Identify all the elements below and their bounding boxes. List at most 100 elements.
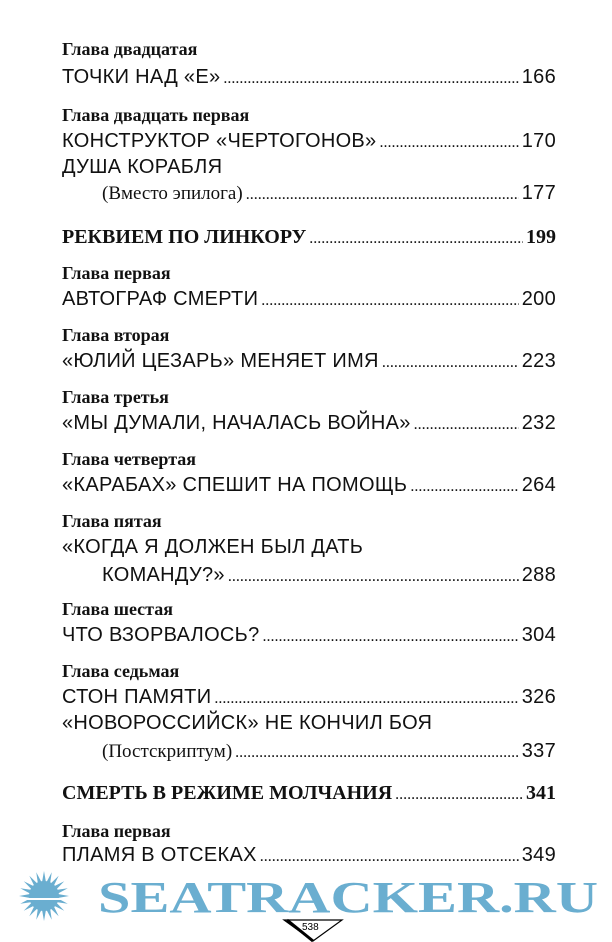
page-number-ref: 304 bbox=[521, 624, 556, 646]
chapter-label: Глава первая bbox=[62, 818, 556, 844]
toc-entry: «КАРАБАХ» СПЕШИТ НА ПОМОЩЬ 264 bbox=[62, 472, 556, 498]
entry-title: (Вместо эпилога) bbox=[102, 183, 243, 204]
entry-title: ПЛАМЯ В ОТСЕКАХ bbox=[62, 844, 257, 866]
chapter-label: Глава пятая bbox=[62, 508, 556, 534]
toc-entry: ЧТО ВЗОРВАЛОСЬ? 304 bbox=[62, 622, 556, 648]
entry-title: КОМАНДУ?» bbox=[102, 564, 225, 586]
toc-entry: «ЮЛИЙ ЦЕЗАРЬ» МЕНЯЕТ ИМЯ 223 bbox=[62, 348, 556, 374]
page-number-ref: 200 bbox=[521, 288, 556, 310]
dot-leader bbox=[382, 350, 519, 376]
entry-title: Глава первая bbox=[62, 263, 171, 283]
sun-ray bbox=[23, 881, 34, 890]
toc-entry: АВТОГРАФ СМЕРТИ 200 bbox=[62, 286, 556, 312]
page-number-ref: 232 bbox=[521, 412, 556, 434]
chapter-label: Глава третья bbox=[62, 384, 556, 410]
entry-title: Глава двадцатая bbox=[62, 39, 198, 59]
entry-title: Глава первая bbox=[62, 821, 171, 841]
sun-ray bbox=[29, 875, 38, 886]
sun-ray bbox=[54, 881, 65, 890]
page-number: 538 bbox=[302, 922, 319, 933]
sun-ray bbox=[36, 872, 42, 884]
sun-ray bbox=[57, 894, 69, 898]
dot-leader bbox=[260, 844, 519, 870]
sun-ray bbox=[50, 875, 59, 886]
dot-leader bbox=[228, 564, 519, 590]
part-title: СМЕРТЬ В РЕЖИМЕ МОЛЧАНИЯ 341 bbox=[62, 780, 556, 806]
entry-title: Глава третья bbox=[62, 387, 169, 407]
entry-title: Глава четвертая bbox=[62, 449, 197, 469]
page-number-ref: 264 bbox=[521, 474, 556, 496]
entry-title: «НОВОРОССИЙСК» НЕ КОНЧИЛ БОЯ bbox=[62, 712, 433, 734]
entry-title: ДУША КОРАБЛЯ bbox=[62, 156, 223, 178]
entry-title: Глава шестая bbox=[62, 599, 173, 619]
sun-ray bbox=[46, 872, 52, 884]
page-number-ref: 337 bbox=[521, 740, 556, 762]
toc-entry: (Постскриптум) 337 bbox=[102, 738, 556, 764]
dot-leader bbox=[261, 288, 518, 314]
sun-ray bbox=[42, 909, 46, 921]
dot-leader bbox=[414, 412, 519, 438]
toc-entry: (Вместо эпилога) 177 bbox=[102, 180, 556, 206]
entry-title: КОНСТРУКТОР «ЧЕРТОГОНОВ» bbox=[62, 130, 377, 152]
entry-title: СТОН ПАМЯТИ bbox=[62, 686, 212, 708]
dot-leader bbox=[263, 624, 519, 650]
entry-title: «ЮЛИЙ ЦЕЗАРЬ» МЕНЯЕТ ИМЯ bbox=[62, 350, 379, 372]
chapter-label: Глава вторая bbox=[62, 322, 556, 348]
sun-ray bbox=[36, 908, 42, 920]
dot-leader bbox=[214, 686, 518, 712]
sun-ray bbox=[29, 906, 38, 917]
dot-leader bbox=[246, 182, 519, 208]
entry-title: Глава седьмая bbox=[62, 661, 180, 681]
page-number-ref: 170 bbox=[521, 130, 556, 152]
sun-ray bbox=[54, 902, 65, 911]
toc-entry: «МЫ ДУМАЛИ, НАЧАЛАСЬ ВОЙНА» 232 bbox=[62, 410, 556, 436]
dot-leader bbox=[235, 740, 519, 766]
sun-ray bbox=[56, 888, 68, 894]
toc-entry: ТОЧКИ НАД «Е» 166 bbox=[62, 64, 556, 90]
entry-title: «КОГДА Я ДОЛЖЕН БЫЛ ДАТЬ bbox=[62, 536, 364, 558]
entry-title: «МЫ ДУМАЛИ, НАЧАЛАСЬ ВОЙНА» bbox=[62, 412, 411, 434]
sun-ray bbox=[50, 906, 59, 917]
toc-entry: ДУША КОРАБЛЯ bbox=[62, 154, 556, 180]
toc-entry: КОНСТРУКТОР «ЧЕРТОГОНОВ» 170 bbox=[62, 128, 556, 154]
page-number-ref: 166 bbox=[521, 66, 556, 88]
entry-title: «КАРАБАХ» СПЕШИТ НА ПОМОЩЬ bbox=[62, 474, 408, 496]
sun-ray bbox=[23, 902, 34, 911]
page-number-ref: 223 bbox=[521, 350, 556, 372]
page-number-ref: 199 bbox=[526, 226, 556, 248]
dot-leader bbox=[309, 226, 523, 252]
chapter-label: Глава двадцать первая bbox=[62, 102, 556, 128]
watermark: SEATRACKER.RU 538 bbox=[0, 871, 598, 942]
sun-ray bbox=[20, 888, 32, 894]
entry-title: ЧТО ВЗОРВАЛОСЬ? bbox=[62, 624, 260, 646]
chapter-label: Глава седьмая bbox=[62, 658, 556, 684]
page-number-ref: 341 bbox=[526, 782, 556, 804]
page-number-ref: 177 bbox=[521, 182, 556, 204]
chapter-label: Глава двадцатая bbox=[62, 36, 556, 62]
watermark-text: SEATRACKER.RU bbox=[98, 873, 598, 922]
dot-leader bbox=[395, 782, 523, 808]
toc-entry: СТОН ПАМЯТИ 326 bbox=[62, 684, 556, 710]
entry-title: ТОЧКИ НАД «Е» bbox=[62, 66, 221, 88]
sun-ray bbox=[46, 908, 52, 920]
sun-logo-icon bbox=[19, 871, 69, 921]
entry-title: (Постскриптум) bbox=[102, 741, 233, 762]
entry-title: Глава пятая bbox=[62, 511, 162, 531]
dot-leader bbox=[223, 66, 518, 92]
chapter-label: Глава шестая bbox=[62, 596, 556, 622]
toc-entry: «НОВОРОССИЙСК» НЕ КОНЧИЛ БОЯ bbox=[62, 710, 556, 736]
sun-ray bbox=[42, 871, 46, 883]
toc-entry: «КОГДА Я ДОЛЖЕН БЫЛ ДАТЬ bbox=[62, 534, 556, 560]
entry-title: РЕКВИЕМ ПО ЛИНКОРУ bbox=[62, 226, 307, 248]
chapter-label: Глава четвертая bbox=[62, 446, 556, 472]
page-number-ref: 349 bbox=[521, 844, 556, 866]
entry-title: Глава вторая bbox=[62, 325, 170, 345]
part-title: РЕКВИЕМ ПО ЛИНКОРУ 199 bbox=[62, 224, 556, 250]
chapter-label: Глава первая bbox=[62, 260, 556, 286]
entry-title: СМЕРТЬ В РЕЖИМЕ МОЛЧАНИЯ bbox=[62, 782, 393, 804]
toc-entry: КОМАНДУ?» 288 bbox=[102, 562, 556, 588]
sun-ray bbox=[19, 894, 31, 898]
dot-leader bbox=[410, 474, 518, 500]
dot-leader bbox=[380, 130, 519, 156]
entry-title: Глава двадцать первая bbox=[62, 105, 250, 125]
